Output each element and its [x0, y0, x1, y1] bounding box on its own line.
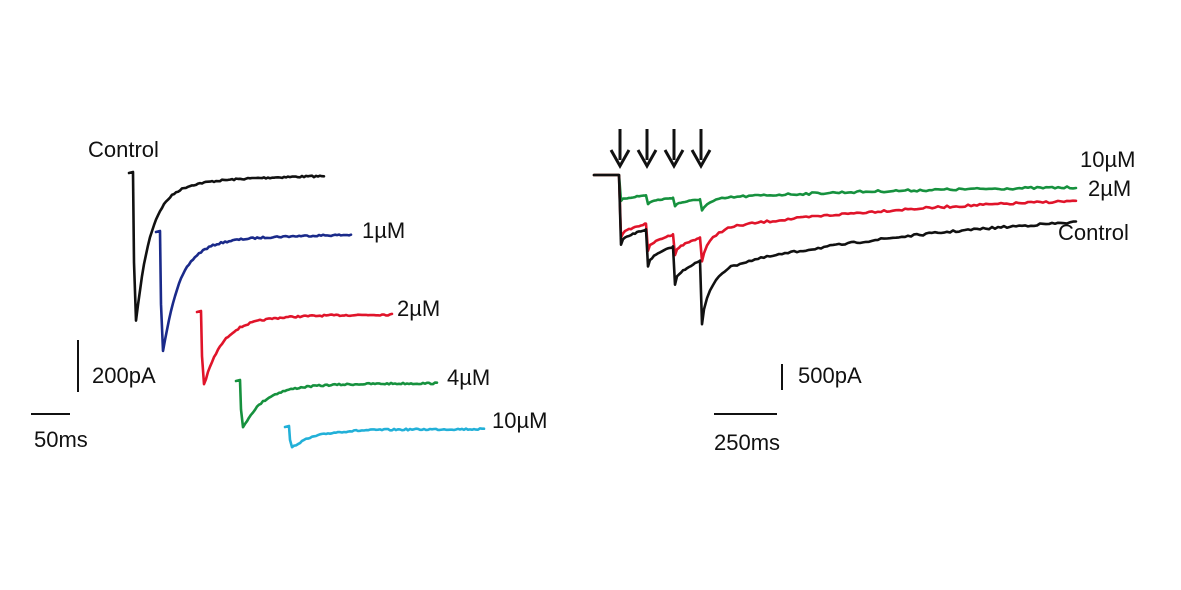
series-label-10um-train: 10µM — [1080, 147, 1135, 172]
series-label-2um-train: 2µM — [1088, 176, 1131, 201]
panel-single-pulse: Control 1µM 2µM 4µM 10µM 200pA 50ms — [31, 137, 547, 452]
pulse-train-traces — [592, 173, 1078, 326]
current-scale-label: 200pA — [92, 363, 156, 388]
single-pulse-traces — [127, 170, 486, 449]
stimulus-arrows — [609, 129, 712, 170]
stimulus-arrow-icon — [636, 129, 658, 170]
series-label-control: Control — [88, 137, 159, 162]
series-label-control-train: Control — [1058, 220, 1129, 245]
trace-2um — [195, 309, 394, 386]
series-label-2um: 2µM — [397, 296, 440, 321]
time-scale-label: 50ms — [34, 427, 88, 452]
train-trace-2um — [592, 173, 1078, 263]
trace-10um — [283, 424, 486, 449]
train-trace-10um — [592, 173, 1078, 212]
series-label-1um: 1µM — [362, 218, 405, 243]
series-label-4um: 4µM — [447, 365, 490, 390]
stimulus-arrow-icon — [690, 129, 712, 170]
series-label-10um: 10µM — [492, 408, 547, 433]
current-scale-label-train: 500pA — [798, 363, 862, 388]
train-trace-control — [592, 173, 1078, 326]
panel-pulse-train: 10µM 2µM Control 500pA 250ms — [592, 129, 1135, 455]
trace-1um — [154, 229, 353, 353]
stimulus-arrow-icon — [663, 129, 685, 170]
time-scale-label-train: 250ms — [714, 430, 780, 455]
trace-control — [127, 170, 326, 322]
stimulus-arrow-icon — [609, 129, 631, 170]
trace-4um — [234, 378, 439, 429]
